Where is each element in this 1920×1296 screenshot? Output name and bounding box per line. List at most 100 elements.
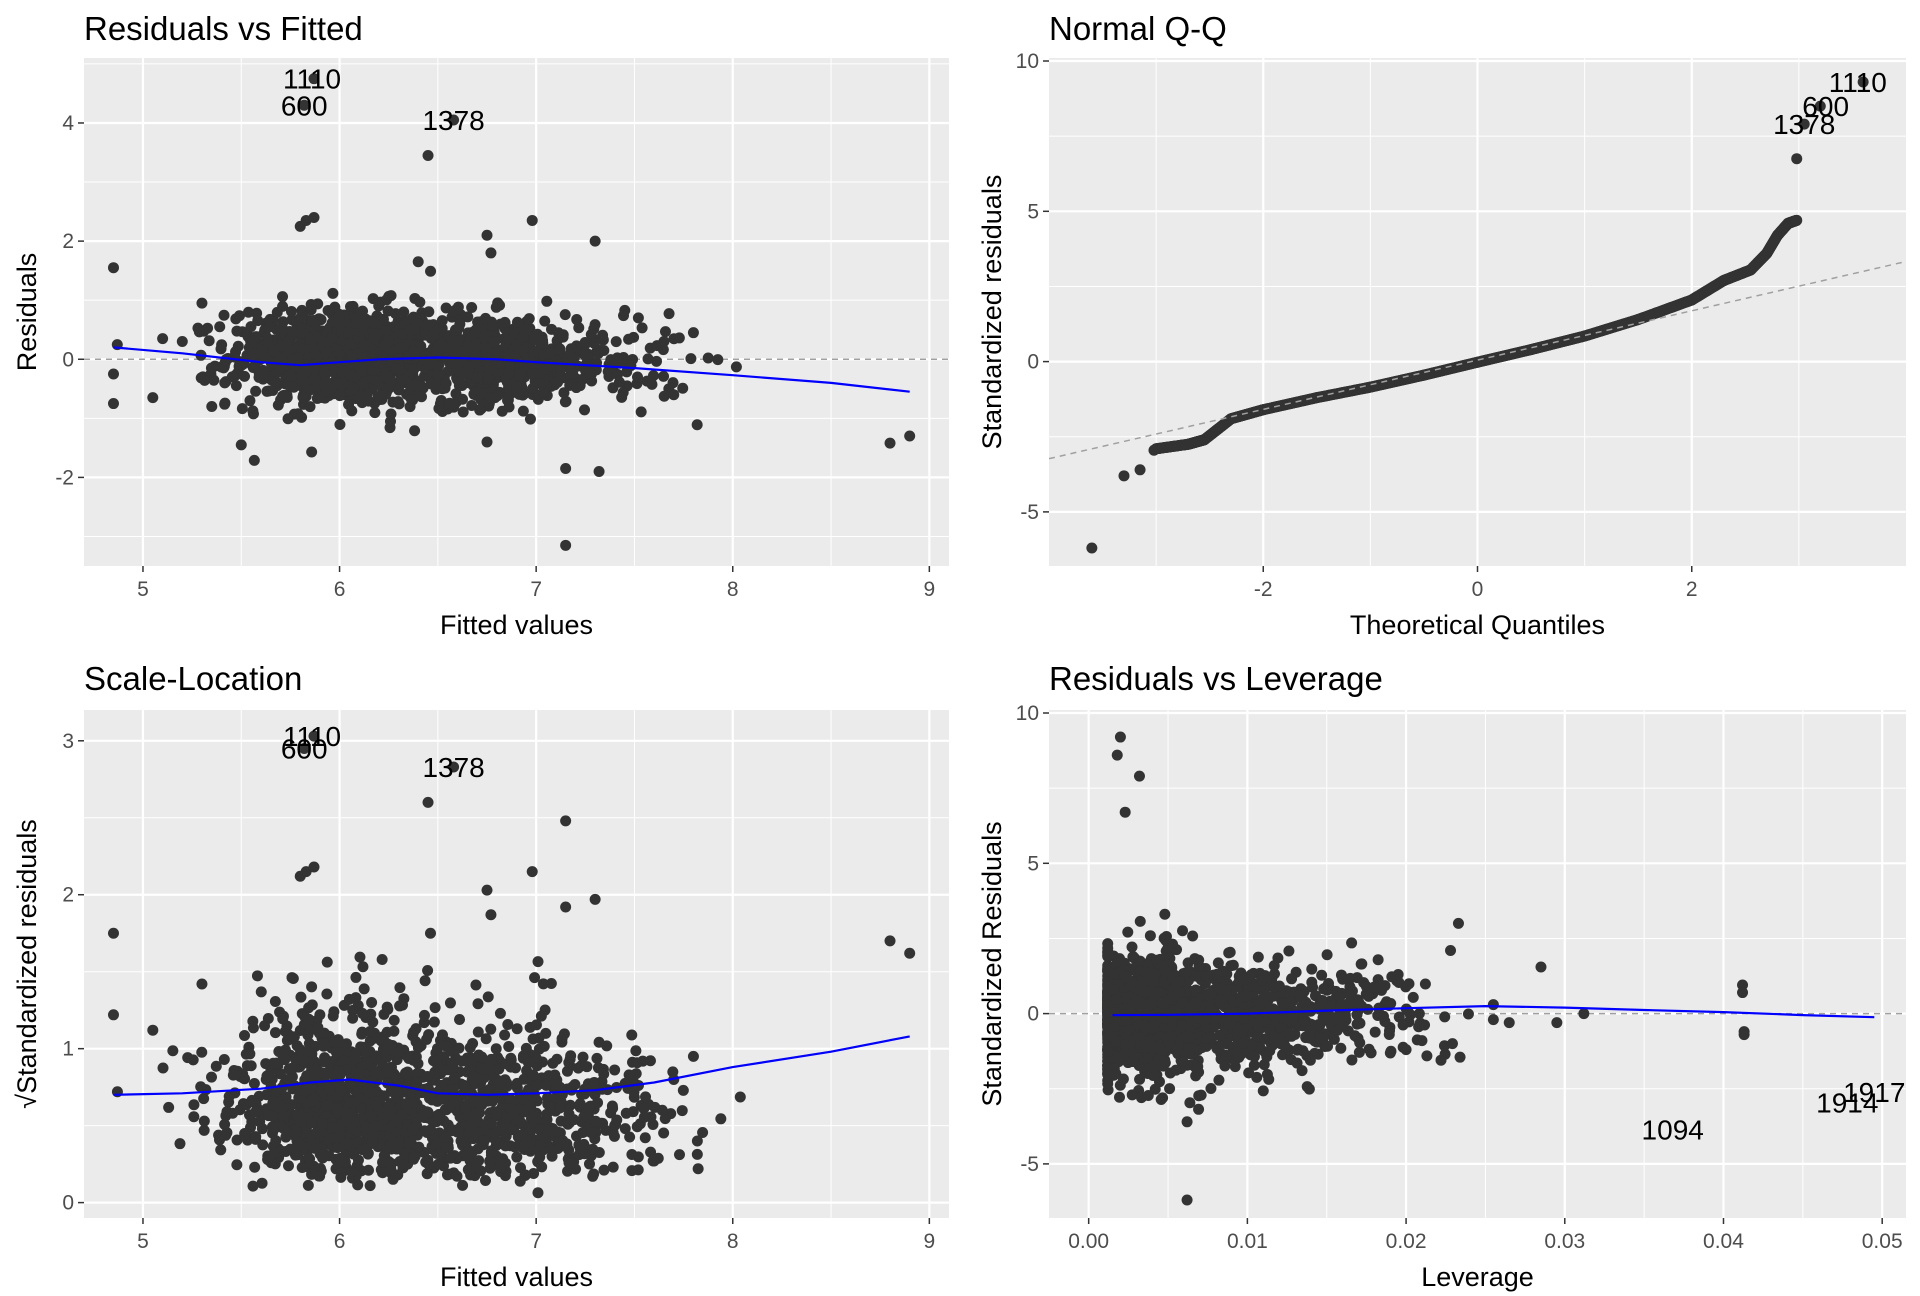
data-point <box>587 1170 599 1182</box>
data-point <box>371 328 383 340</box>
data-point <box>358 983 370 995</box>
data-point <box>413 1141 425 1153</box>
data-point <box>656 1104 668 1116</box>
data-point <box>505 1052 517 1064</box>
data-point <box>231 1159 243 1171</box>
data-point <box>223 1090 235 1102</box>
data-point <box>238 1072 250 1084</box>
data-point <box>394 1155 406 1167</box>
data-point <box>288 1031 300 1043</box>
data-point <box>282 413 294 425</box>
data-point <box>451 334 463 346</box>
data-point <box>218 309 230 321</box>
data-point <box>623 1069 635 1081</box>
data-point <box>176 336 188 348</box>
data-point <box>531 1079 543 1091</box>
data-point <box>370 1100 382 1112</box>
data-point <box>401 1067 413 1079</box>
data-point <box>427 327 439 339</box>
data-point <box>409 425 421 437</box>
data-point <box>635 406 647 418</box>
data-point <box>248 454 260 466</box>
data-point <box>569 1078 581 1090</box>
data-point <box>385 408 397 420</box>
data-point <box>541 363 553 375</box>
data-point <box>440 377 452 389</box>
data-point <box>403 1077 415 1089</box>
data-point <box>308 861 320 873</box>
data-point <box>480 342 492 354</box>
x-tick-label: 8 <box>727 1230 739 1253</box>
data-point <box>502 1019 514 1031</box>
data-point <box>493 1063 505 1075</box>
data-point <box>422 149 434 161</box>
data-point <box>198 1124 210 1136</box>
data-point <box>269 1027 281 1039</box>
data-point <box>308 730 320 742</box>
data-point <box>423 358 435 370</box>
data-point <box>484 1162 496 1174</box>
data-point <box>378 1113 390 1125</box>
data-point <box>486 320 498 332</box>
data-point <box>492 297 504 309</box>
data-point <box>282 335 294 347</box>
panel-title: Scale-Location <box>84 660 302 697</box>
data-point <box>527 368 539 380</box>
data-point <box>715 1113 727 1125</box>
x-axis-label: Fitted values <box>440 610 593 640</box>
data-point <box>421 1033 433 1045</box>
data-point <box>465 1120 477 1132</box>
data-point <box>214 321 226 333</box>
data-point <box>228 351 240 363</box>
data-point <box>356 1007 368 1019</box>
data-point <box>1134 464 1146 476</box>
data-point <box>1157 1092 1169 1104</box>
data-point <box>1124 1004 1136 1016</box>
data-point <box>347 357 359 369</box>
data-point <box>597 334 609 346</box>
data-point <box>248 361 260 373</box>
data-point <box>647 370 659 382</box>
data-point <box>364 1025 376 1037</box>
data-point <box>285 305 297 317</box>
data-point <box>534 1151 546 1163</box>
data-point <box>268 345 280 357</box>
data-point <box>446 1057 458 1069</box>
data-point <box>517 331 529 343</box>
data-point <box>692 1163 704 1175</box>
data-point <box>248 1078 260 1090</box>
data-point <box>382 335 394 347</box>
data-point <box>219 377 231 389</box>
data-point <box>245 1060 257 1072</box>
data-point <box>588 337 600 349</box>
data-point <box>321 988 333 1000</box>
data-point <box>441 1169 453 1181</box>
data-point <box>510 1113 522 1125</box>
data-point <box>320 376 332 388</box>
x-tick-label: 0.02 <box>1386 1230 1427 1253</box>
data-point <box>639 1132 651 1144</box>
data-point <box>308 73 320 85</box>
data-point <box>482 991 494 1003</box>
data-point <box>624 1131 636 1143</box>
data-point <box>1102 1045 1114 1057</box>
data-point <box>219 398 231 410</box>
data-point <box>1798 118 1810 130</box>
data-point <box>338 1055 350 1067</box>
data-point <box>638 1111 650 1123</box>
data-point <box>601 1040 613 1052</box>
data-point <box>304 401 316 413</box>
data-point <box>504 1093 516 1105</box>
data-point <box>1134 915 1146 927</box>
data-point <box>1127 951 1139 963</box>
data-point <box>297 391 309 403</box>
data-point <box>429 1002 441 1014</box>
data-point <box>493 1086 505 1098</box>
data-point <box>464 1042 476 1054</box>
data-point <box>618 310 630 322</box>
data-point <box>307 314 319 326</box>
data-point <box>623 333 635 345</box>
